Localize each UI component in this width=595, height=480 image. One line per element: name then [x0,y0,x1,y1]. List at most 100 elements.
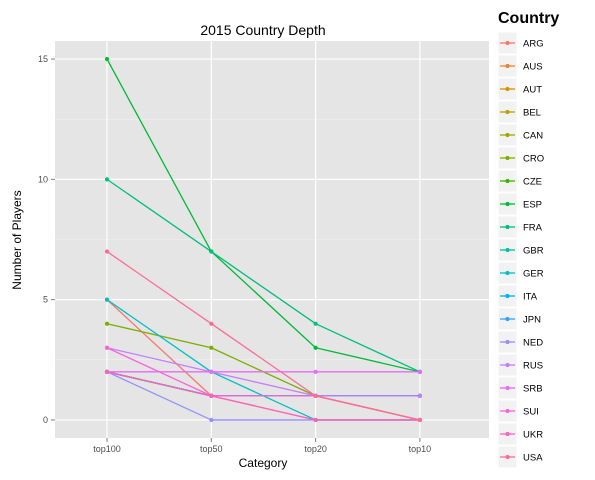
legend-label: CZE [523,177,542,188]
data-point-fra [313,321,318,326]
legend-item-esp: ESP [497,192,542,216]
legend-label: NED [523,338,543,349]
legend-label: ARG [523,39,544,50]
data-point-esp [313,345,318,350]
legend-item-ned: NED [497,330,543,354]
data-point-fra [104,177,110,182]
data-point-ukr [209,393,214,398]
legend-label: BEL [523,108,541,119]
series-line-fra [106,178,421,373]
legend-label: UKR [523,430,543,441]
legend-item-fra: FRA [497,215,543,239]
legend-item-aus: AUS [497,54,543,78]
x-tick-label: top100 [93,444,121,454]
data-point-ger [104,297,110,302]
x-axis-title: Category [239,456,288,470]
data-point-sui [104,345,110,350]
legend-item-ukr: UKR [497,422,543,446]
data-point-rus [417,393,422,398]
y-axis-title: Number of Players [10,190,24,289]
series-points [104,56,422,423]
x-tick-label: top10 [409,444,432,454]
legend-item-jpn: JPN [497,307,541,331]
data-point-cro [209,345,214,350]
legend-key-point [505,454,510,460]
series-line-usa [106,250,421,421]
legend-item-cze: CZE [497,169,542,193]
legend-key-point [505,178,510,184]
chart-title: 2015 Country Depth [200,22,325,38]
data-point-usa [104,249,110,254]
data-point-esp [104,56,110,62]
legend: Country ARG AUS AUT BEL CAN CRO CZE ESP FRA GBR GE… [497,10,559,469]
legend-key-point [505,155,510,161]
legend-label: CAN [523,131,543,142]
legend-item-ita: ITA [497,284,538,308]
legend-item-arg: ARG [497,31,544,55]
legend-key-point [505,362,510,368]
legend-key-point [505,63,510,69]
series-line-ukr [106,371,420,421]
y-tick-label: 5 [43,295,48,305]
y-tick-label: 0 [43,415,48,425]
x-tick-label: top20 [304,444,327,454]
legend-key-point [505,293,510,299]
data-point-usa [209,321,214,326]
legend-label: AUT [523,85,542,96]
legend-key-point [505,109,510,115]
legend-key-point [505,224,510,230]
legend-item-srb: SRB [497,376,543,400]
legend-label: USA [523,453,543,464]
legend-key-point [505,270,510,276]
y-tick-label: 10 [38,174,48,184]
series-line-esp [106,58,421,373]
legend-key-point [505,408,510,414]
legend-key-point [505,431,510,437]
legend-key-point [505,385,510,391]
legend-label: RUS [523,361,543,372]
legend-item-ger: GER [497,261,544,285]
legend-item-usa: USA [497,445,543,469]
legend-label: SUI [523,407,539,418]
data-point-ukr [313,417,318,423]
legend-item-can: CAN [497,123,543,147]
legend-label: AUS [523,62,543,73]
data-point-srb [313,369,318,374]
legend-item-gbr: GBR [497,238,544,262]
legend-item-sui: SUI [497,399,539,423]
legend-key-point [505,201,510,207]
legend-label: ITA [523,292,538,303]
legend-label: JPN [523,315,541,326]
x-tick-label: top50 [200,444,223,454]
legend-key-point [505,132,510,138]
legend-item-cro: CRO [497,146,544,170]
legend-item-rus: RUS [497,353,543,377]
legend-label: CRO [523,154,544,165]
x-axis: top100 top50 top20 top10 [93,438,431,454]
data-point-ned [209,417,214,423]
legend-key-point [505,316,510,322]
series-line-rus [106,347,420,397]
data-point-srb [209,369,214,374]
y-tick-label: 15 [38,54,48,64]
legend-label: ESP [523,200,542,211]
legend-item-aut: AUT [497,77,542,101]
data-point-srb [417,369,422,374]
legend-key-point [505,339,510,345]
data-point-usa [417,417,422,423]
legend-key-point [505,40,510,46]
legend-title: Country [498,10,559,27]
legend-item-bel: BEL [497,100,541,124]
legend-label: GBR [523,246,544,257]
legend-items: ARG AUS AUT BEL CAN CRO CZE ESP FRA GBR GER ITA JPN N… [497,31,544,469]
y-axis: 0 5 10 15 [38,54,55,425]
data-point-ukr [104,369,110,374]
legend-label: FRA [523,223,543,234]
legend-label: SRB [523,384,543,395]
legend-key-point [505,86,510,92]
series-lines [106,58,421,421]
legend-key-point [505,247,510,253]
data-point-cro [104,321,110,326]
data-point-fra [209,249,214,254]
